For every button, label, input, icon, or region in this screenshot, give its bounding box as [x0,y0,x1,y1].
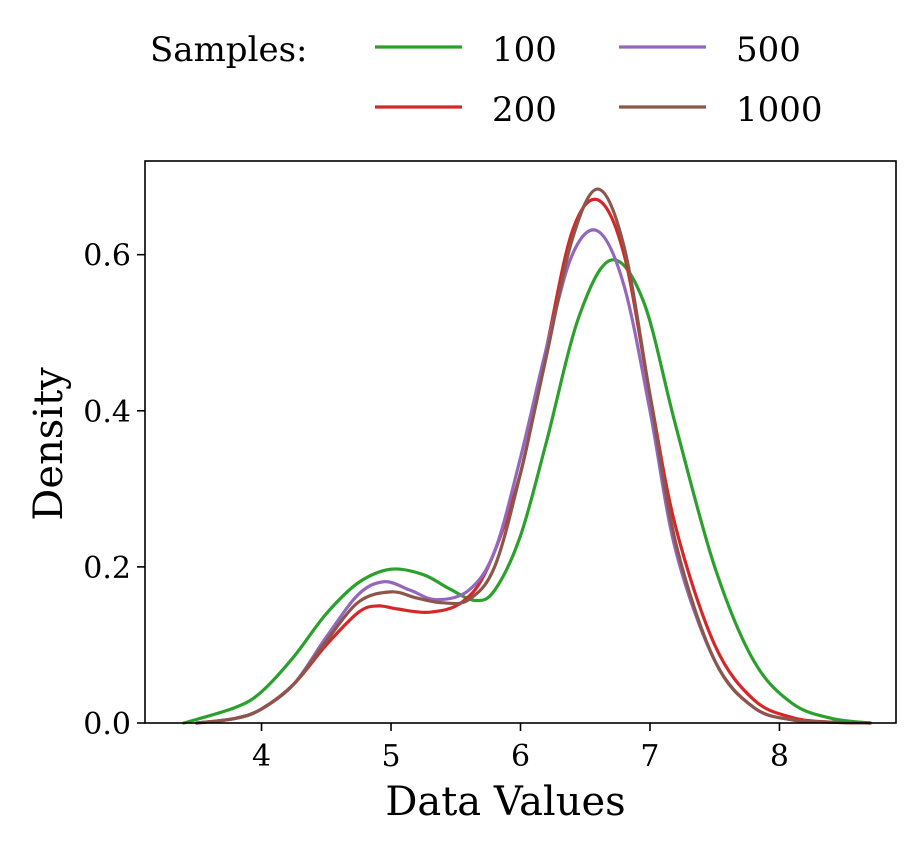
series-line-100 [182,258,872,725]
legend-label-1000: 1000 [736,90,823,130]
y-tick-label: 0.2 [83,551,131,586]
y-axis-title: Density [26,367,72,521]
x-tick-label: 5 [381,739,400,774]
plot-area-frame [144,160,897,724]
x-axis-title: Data Values [385,779,625,825]
legend-label-200: 200 [492,90,557,130]
legend-label-100: 100 [492,30,557,70]
series-lines [182,187,872,725]
legend-label-500: 500 [736,30,801,70]
legend-title: Samples: [150,30,307,70]
y-axis: 0.0 0.2 0.4 0.6 [83,239,145,742]
y-tick-label: 0.0 [83,707,131,742]
y-tick-label: 0.4 [83,395,131,430]
x-axis: 4 5 6 7 8 [252,723,789,774]
y-tick-label: 0.6 [83,239,131,274]
series-line-1000 [195,187,872,725]
x-tick-label: 6 [511,739,530,774]
x-tick-label: 7 [640,739,659,774]
x-tick-label: 8 [770,739,789,774]
series-line-200 [195,197,872,725]
series-line-500 [195,228,872,725]
x-tick-label: 4 [252,739,271,774]
legend: Samples: 100 200 500 1000 [150,30,823,130]
